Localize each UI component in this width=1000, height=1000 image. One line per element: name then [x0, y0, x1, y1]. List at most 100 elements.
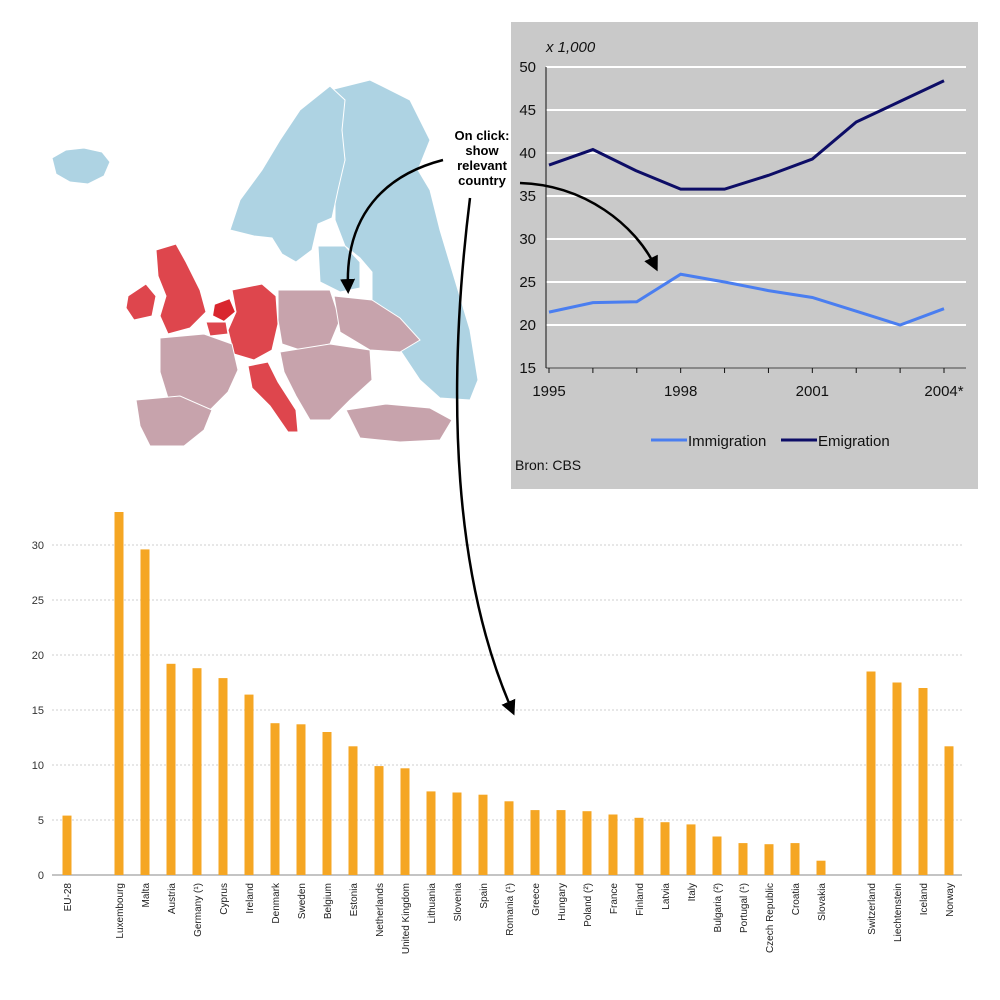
x-tick-label: Germany (¹) [193, 883, 204, 937]
y-tick-label: 20 [519, 317, 536, 334]
map-scandinavia[interactable] [229, 85, 346, 263]
x-tick-label: Liechtenstein [893, 883, 904, 942]
bar[interactable] [270, 723, 280, 875]
bar[interactable] [918, 688, 928, 875]
x-tick-label: Denmark [271, 882, 282, 924]
bar[interactable] [530, 810, 540, 875]
series-line-emigration [548, 79, 945, 191]
bar[interactable] [504, 801, 514, 875]
y-tick-label: 40 [519, 145, 536, 162]
y-tick-label: 25 [32, 595, 44, 607]
europe-map[interactable] [0, 0, 520, 470]
map-iceland[interactable] [51, 147, 111, 185]
series-line-immigration [548, 272, 945, 327]
x-tick-label: Italy [687, 883, 698, 901]
bar[interactable] [634, 817, 644, 875]
bar[interactable] [322, 732, 332, 875]
legend-label: Emigration [818, 433, 890, 450]
bar[interactable] [140, 549, 150, 875]
x-tick-label: Finland [635, 883, 646, 916]
x-tick-label: Netherlands [375, 883, 386, 937]
x-tick-label: Bulgaria (²) [713, 883, 724, 932]
bar[interactable] [374, 766, 384, 875]
y-tick-label: 5 [38, 815, 44, 827]
bar[interactable] [348, 746, 358, 875]
annotation-line: country [458, 173, 506, 188]
y-tick-label: 0 [38, 870, 44, 882]
x-tick-label: Romania (¹) [505, 883, 516, 936]
x-tick-label: Iceland [919, 883, 930, 915]
bar[interactable] [400, 768, 410, 875]
map-italy[interactable] [247, 361, 299, 433]
bar[interactable] [866, 671, 876, 876]
bar[interactable] [944, 746, 954, 875]
map-ukraine[interactable] [333, 295, 421, 353]
bar[interactable] [296, 724, 306, 875]
x-tick-label: Croatia [791, 883, 802, 916]
map-netherlands[interactable] [210, 296, 238, 324]
bar[interactable] [166, 663, 176, 875]
map-france[interactable] [159, 333, 239, 411]
x-tick-label: United Kingdom [401, 883, 412, 954]
map-turkey[interactable] [345, 403, 453, 443]
bar[interactable] [686, 824, 696, 875]
y-tick-label: 20 [32, 650, 44, 662]
annotation-line: show [465, 143, 499, 158]
y-tick-label: 30 [519, 231, 536, 248]
x-tick-label: France [609, 883, 620, 915]
x-tick-label: 2004* [924, 383, 963, 400]
y-tick-label: 25 [519, 274, 536, 291]
x-tick-label: Hungary [557, 883, 568, 921]
x-tick-label: Slovenia [453, 883, 464, 922]
x-tick-label: Cyprus [219, 883, 230, 915]
bar[interactable] [114, 512, 124, 875]
bar[interactable] [892, 682, 902, 876]
map-iberia[interactable] [135, 395, 213, 447]
x-tick-label: Luxembourg [115, 883, 126, 939]
line-legend: Immigration Emigration [651, 433, 890, 450]
unit-label: x 1,000 [545, 39, 596, 56]
x-tick-label: Belgium [323, 883, 334, 919]
x-tick-label: 1998 [664, 383, 697, 400]
y-tick-label: 10 [32, 760, 44, 772]
legend-label: Immigration [688, 433, 766, 450]
bar[interactable] [452, 792, 462, 876]
x-tick-label: Switzerland [867, 883, 878, 935]
x-tick-label: Ireland [245, 883, 256, 914]
bar[interactable] [426, 791, 436, 875]
x-tick-label: Greece [531, 883, 542, 916]
x-tick-label: 1995 [532, 383, 565, 400]
y-tick-label: 35 [519, 188, 536, 205]
y-tick-label: 45 [519, 102, 536, 119]
bar[interactable] [608, 814, 618, 876]
bar[interactable] [764, 844, 774, 875]
bar[interactable] [218, 678, 228, 875]
map-ireland[interactable] [125, 283, 157, 321]
x-tick-label: Norway [945, 883, 956, 917]
x-tick-label: Spain [479, 883, 490, 909]
bar[interactable] [816, 860, 826, 875]
annotation: On click: show relevant country [440, 128, 524, 188]
bar[interactable] [790, 843, 800, 875]
y-tick-label: 15 [519, 360, 536, 377]
bar[interactable] [660, 822, 670, 875]
bar[interactable] [712, 836, 722, 876]
x-tick-label: Lithuania [427, 883, 438, 924]
bar[interactable] [62, 815, 72, 875]
bar[interactable] [478, 794, 488, 875]
y-tick-label: 30 [32, 540, 44, 552]
x-tick-label: Latvia [661, 883, 672, 910]
bar[interactable] [738, 843, 748, 875]
bar[interactable] [244, 694, 254, 875]
annotation-line: On click: [454, 128, 510, 143]
map-central-europe[interactable] [277, 289, 341, 351]
bar[interactable] [556, 810, 566, 875]
x-tick-label: Poland (²) [583, 883, 594, 927]
map-germany[interactable] [227, 283, 279, 361]
map-belgium[interactable] [205, 321, 229, 337]
map-balkans[interactable] [279, 343, 373, 421]
map-united-kingdom[interactable] [155, 243, 207, 335]
bar[interactable] [192, 668, 202, 875]
bar[interactable] [582, 811, 592, 875]
source-label: Bron: CBS [515, 457, 581, 473]
